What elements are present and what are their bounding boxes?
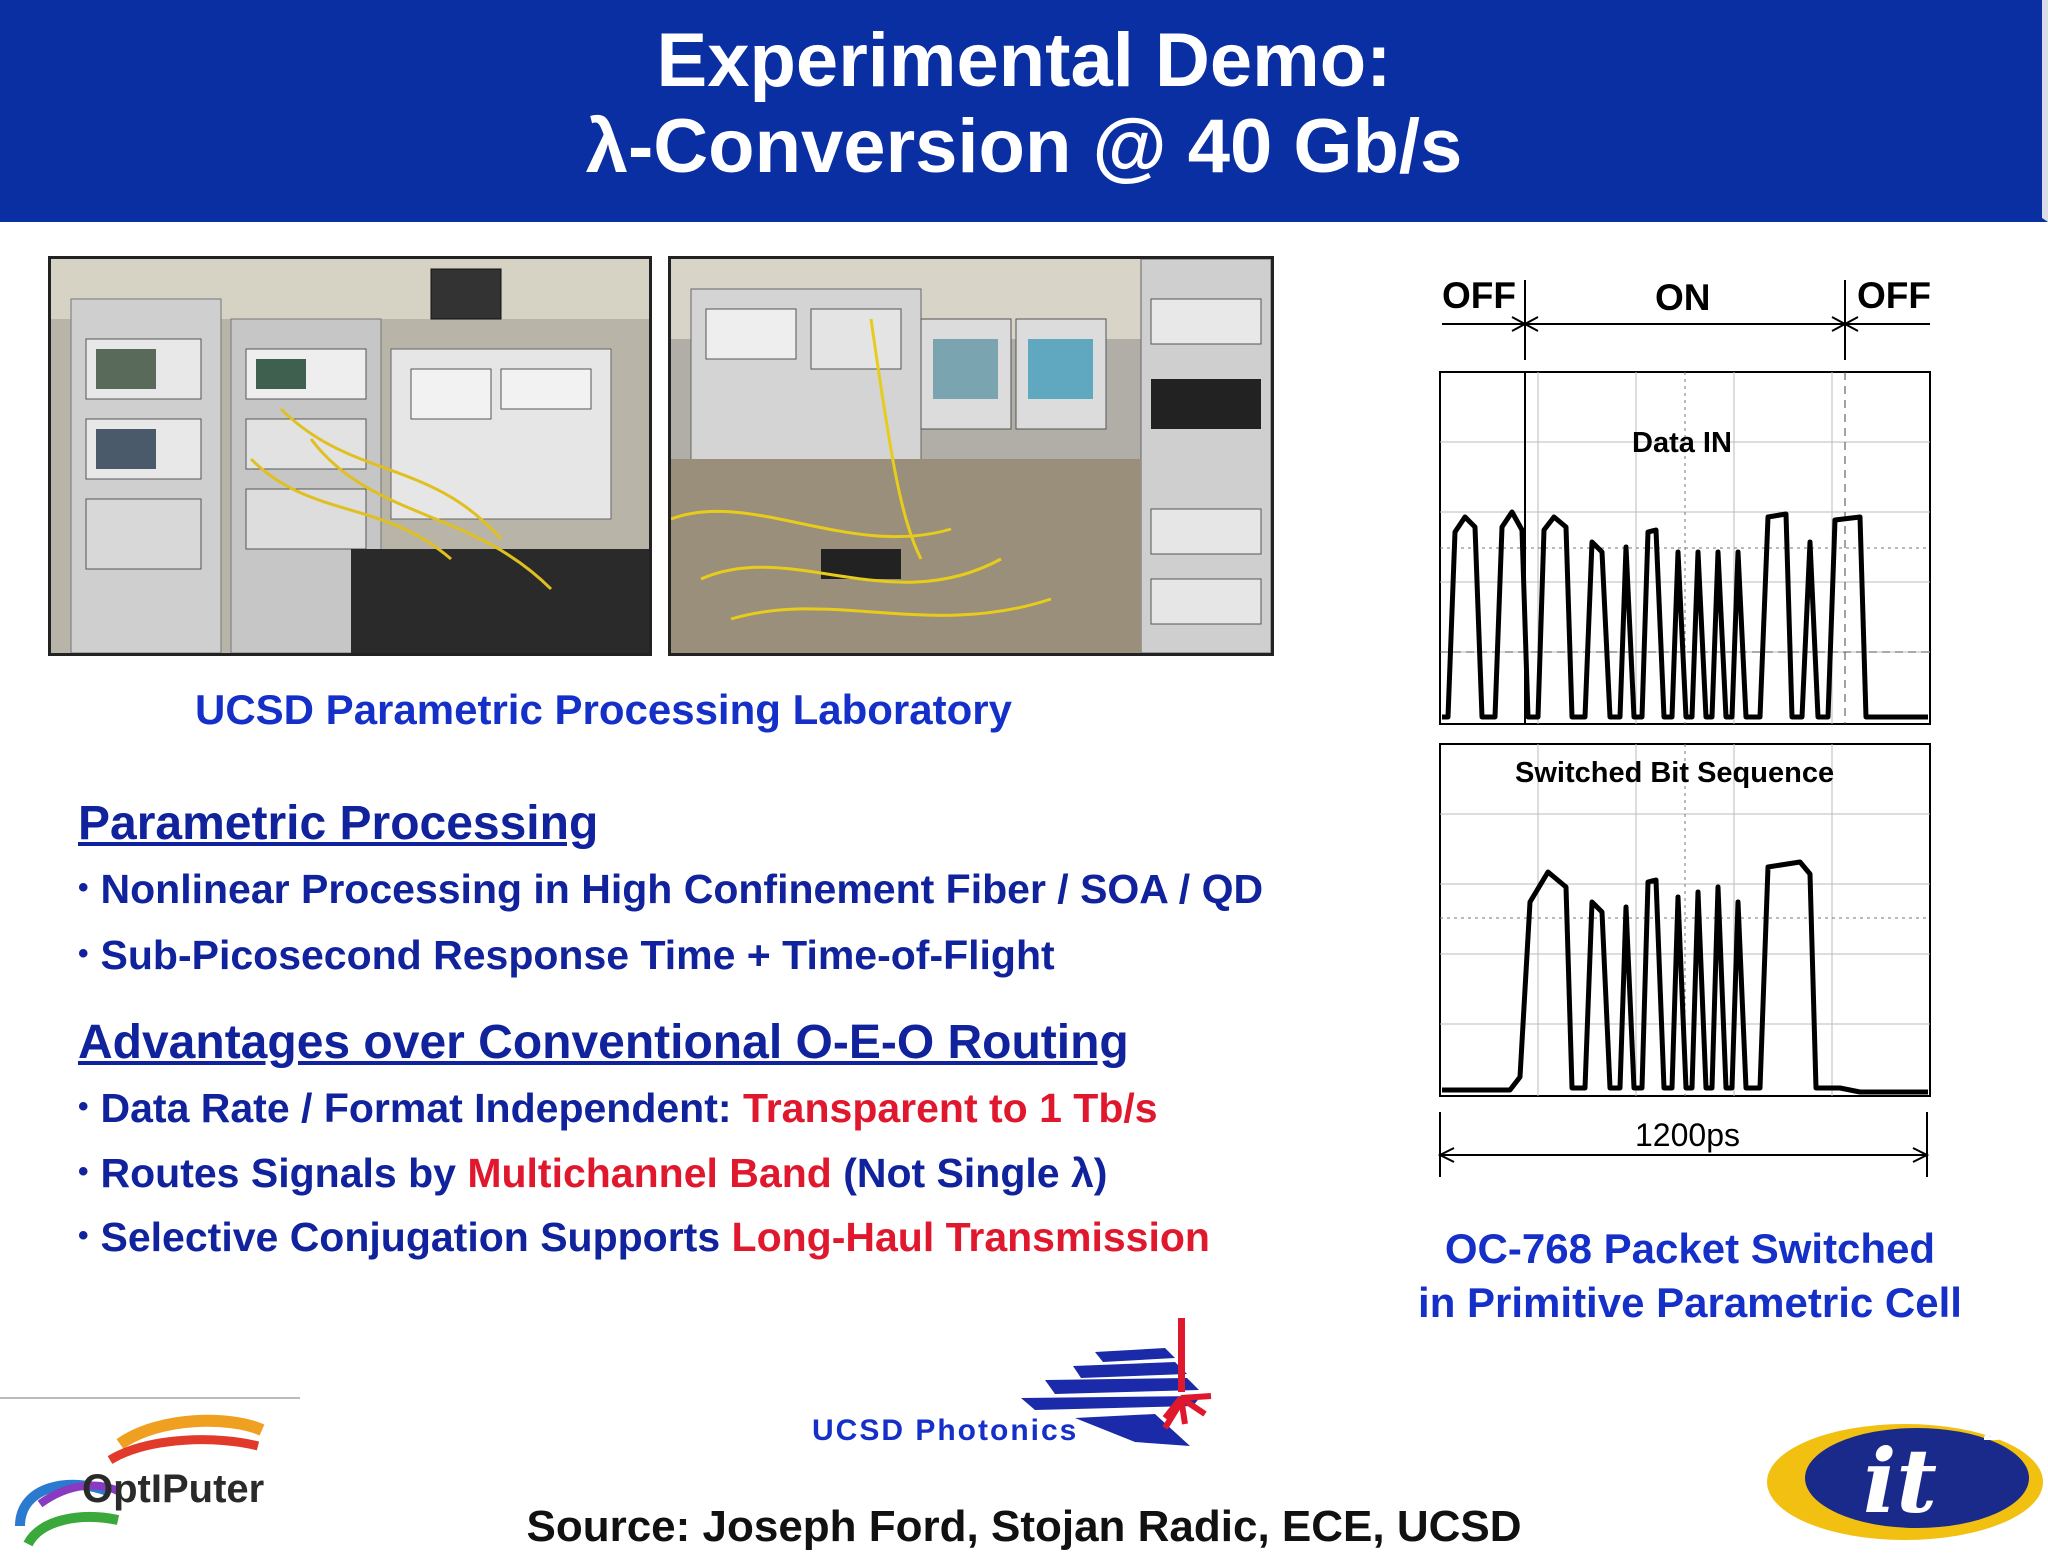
lab-photo-right <box>668 256 1274 656</box>
lab-photo-caption: UCSD Parametric Processing Laboratory <box>195 686 1012 733</box>
bullet-item: • Sub-Picosecond Response Time + Time-of-… <box>78 932 1055 978</box>
bullet-item: • Routes Signals by Multichannel Band (No… <box>78 1150 1108 1196</box>
bullet-text: Routes Signals by <box>100 1150 468 1196</box>
bullet-item: • Nonlinear Processing in High Confinemen… <box>78 866 1264 912</box>
bullet-tail: (Not Single λ) <box>831 1150 1108 1196</box>
ucsd-photonics-logo <box>1021 1318 1212 1446</box>
off-label-right: OFF <box>1857 275 1931 316</box>
switched-bit-trace-panel: Switched Bit Sequence <box>1439 743 1931 1097</box>
bullet-text: Nonlinear Processing in High Confinement… <box>100 866 1264 912</box>
ucsd-photonics-text: UCSD Photonics <box>812 1414 1079 1447</box>
bullet-text: Selective Conjugation Supports <box>100 1214 732 1260</box>
heading-parametric-processing: Parametric Processing <box>78 797 599 850</box>
oscilloscope-caption-line1: OC-768 Packet Switched <box>1444 1225 1936 1272</box>
oscilloscope-caption-line2: in Primitive Parametric Cell <box>1418 1279 1962 1326</box>
bullet-text: Sub-Picosecond Response Time + Time-of-F… <box>100 932 1055 978</box>
off-label-left: OFF <box>1442 275 1516 316</box>
on-label: ON <box>1655 277 1711 318</box>
it2-logo-text: it <box>1863 1429 1937 1533</box>
slide-title-line2: λ-Conversion @ 40 Gb/s <box>585 104 1463 189</box>
bullet-text: Data Rate / Format Independent: <box>100 1085 743 1131</box>
switched-bit-sequence-label: Switched Bit Sequence <box>1515 757 1834 789</box>
svg-text:2: 2 <box>1983 1414 2000 1447</box>
time-span-label: 1200ps <box>1635 1117 1740 1153</box>
it2-logo: it 2 <box>1767 1414 2043 1540</box>
optiputer-logo: OptIPuter <box>0 1396 302 1553</box>
data-in-trace-panel: Data IN <box>1439 371 1931 725</box>
bullet-highlight: Multichannel Band <box>467 1150 832 1196</box>
heading-advantages: Advantages over Conventional O-E-O Routi… <box>78 1016 1129 1069</box>
oscilloscope-caption: OC-768 Packet Switched in Primitive Para… <box>1400 1222 1980 1330</box>
title-banner <box>0 0 2048 222</box>
data-in-label: Data IN <box>1632 427 1732 459</box>
slide-title-line1: Experimental Demo: <box>656 18 1392 103</box>
bullet-highlight: Transparent to 1 Tb/s <box>742 1085 1158 1131</box>
lab-photo-left <box>48 256 652 656</box>
bullet-item: • Selective Conjugation Supports Long-Hau… <box>78 1214 1210 1260</box>
oscilloscope-figure: OFF ON OFF Data IN <box>1437 275 1931 1177</box>
source-credit: Source: Joseph Ford, Stojan Radic, ECE, … <box>526 1502 1522 1551</box>
bullet-highlight: Long-Haul Transmission <box>731 1214 1210 1260</box>
bullet-item: • Data Rate / Format Independent: Transpa… <box>78 1085 1158 1131</box>
optiputer-logo-text: OptIPuter <box>82 1467 264 1511</box>
